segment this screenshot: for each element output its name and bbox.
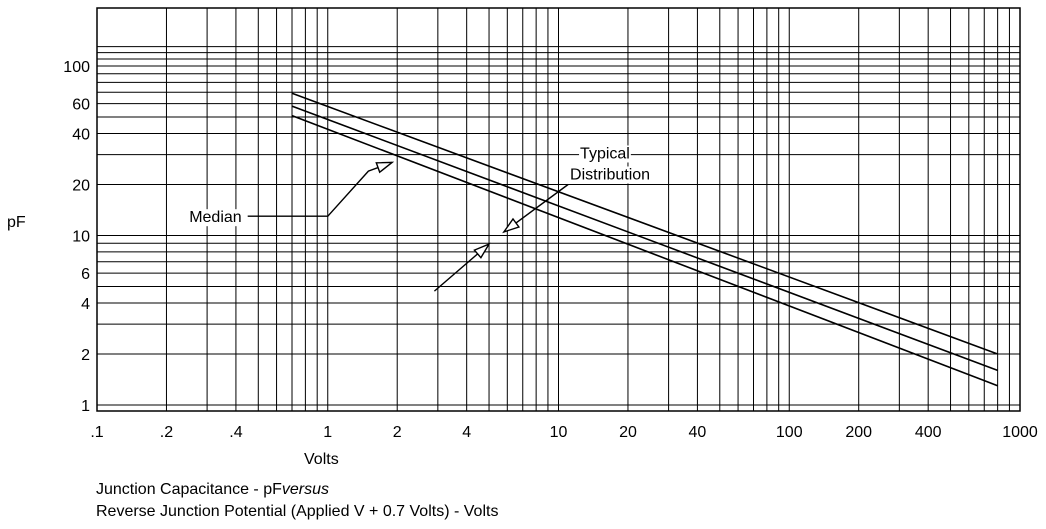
series-line-2 [291,105,998,372]
plot-frame [96,7,1021,412]
annotation-leader-1 [247,161,393,217]
y-tick-label: 2 [81,347,90,364]
x-tick-label: 400 [915,424,942,441]
annotation-arrowhead-2 [502,217,521,234]
y-tick-label: 100 [63,59,90,76]
x-tick-label: 40 [689,424,707,441]
series-line-1 [291,92,998,355]
y-tick-label: 10 [72,229,90,246]
caption-prefix: Junction Capacitance - pF [96,481,282,498]
grid [97,8,1020,411]
capacitance-chart: Median Typical Distribution .1 .2 .4 1 2 4 10 20 4… [7,7,1038,468]
y-tick-label: 1 [81,398,90,415]
x-tick-label: 1 [323,424,332,441]
x-tick-label: 100 [776,424,803,441]
annotation-label-median: Median [189,209,241,226]
y-tick-label: 40 [72,126,90,143]
annotation-label-typical-2-bg [569,166,652,184]
caption-line-1: Junction Capacitance - pFversus [96,480,329,500]
caption-line-2: Reverse Junction Potential (Applied V + … [96,503,499,520]
x-axis-title: Volts [304,451,339,468]
x-tick-label: 200 [845,424,872,441]
annotations: Median Typical Distribution [188,145,652,292]
x-tick-label: 10 [550,424,568,441]
y-axis-title: pF [7,214,26,231]
x-tick-label: 2 [393,424,402,441]
series-line-3 [291,114,998,387]
x-tick-label: 4 [462,424,471,441]
caption-italic: versus [281,481,329,498]
y-tick-label: 4 [81,296,90,313]
series-group [291,92,998,387]
x-tick-label: .4 [229,424,242,441]
y-tick-label: 6 [81,266,90,283]
x-tick-label: .2 [160,424,173,441]
annotation-arrowhead-3 [473,242,491,259]
annotation-arrowhead-1 [375,161,395,174]
annotation-label-median-bg [188,209,243,227]
x-tick-label: 1000 [1002,424,1038,441]
y-tick-label: 60 [72,97,90,114]
annotation-label-typical-1-bg [579,145,631,163]
x-tick-label: .1 [90,424,103,441]
annotation-label-typical-2: Distribution [570,166,650,183]
y-tick-label: 20 [72,177,90,194]
annotation-label-typical-1: Typical [580,145,630,162]
x-tick-label: 20 [619,424,637,441]
tick-labels: .1 .2 .4 1 2 4 10 20 40 100 200 400 1000 1 2 4 6 10 20 40 60… [63,59,1038,441]
